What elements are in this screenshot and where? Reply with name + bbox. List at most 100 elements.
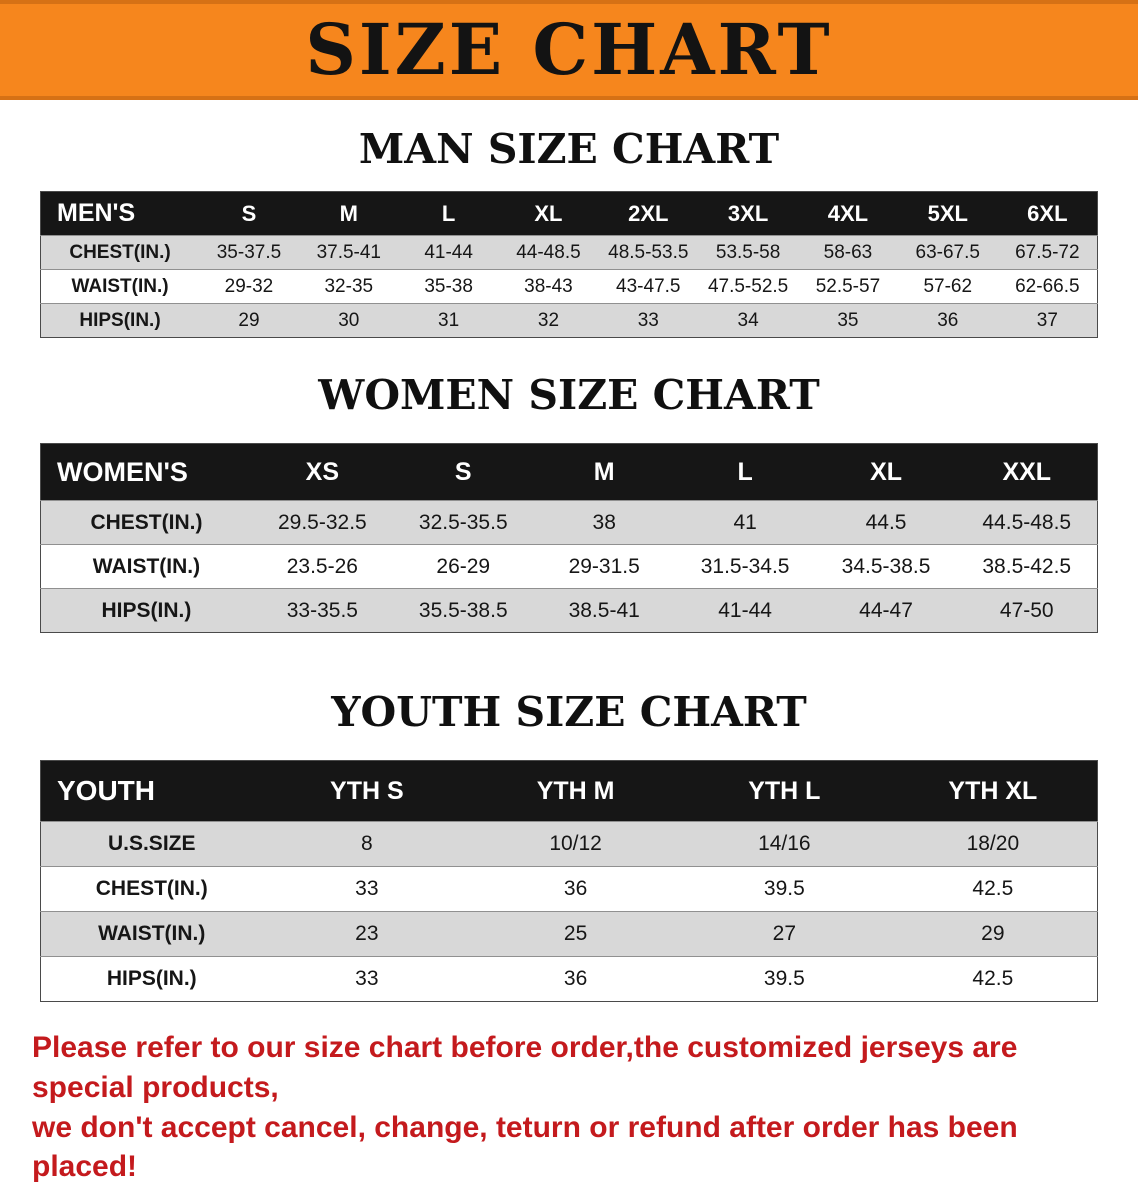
table-corner-label: MEN'S <box>40 191 200 236</box>
size-value-cell: 53.5-58 <box>715 241 781 263</box>
men-size-table: MEN'S S M L XL 2XL 3XL 4XL 5XL 6XL CHEST(IN.) 35-37… <box>40 191 1098 339</box>
row-label: WAIST(IN.) <box>71 275 169 297</box>
size-value-cell: 27 <box>772 922 797 946</box>
table-body: CHEST(IN.) 29.5-32.5 32.5-35.5 38 41 44.5 44.5… <box>40 500 1098 633</box>
size-value-cell: 39.5 <box>763 877 805 901</box>
size-value-cell: 35.5-38.5 <box>418 598 508 622</box>
youth-section: YOUTH SIZE CHART YOUTH YTH S YTH M YTH L YTH… <box>0 688 1138 1003</box>
table-header-row: WOMEN'S XS S M L XL XXL <box>40 443 1098 501</box>
size-value-cell: 47.5-52.5 <box>707 275 789 297</box>
size-value-cell: 26-29 <box>436 554 491 578</box>
size-value-cell: 32 <box>537 309 560 331</box>
size-column-header: YTH XL <box>888 760 1098 822</box>
size-value-cell: 8 <box>361 832 373 856</box>
size-value-cell: 48.5-53.5 <box>608 241 689 263</box>
row-label: U.S.SIZE <box>107 832 196 856</box>
youth-section-heading: YOUTH SIZE CHART <box>331 688 807 737</box>
size-value-cell: 44-47 <box>859 598 913 622</box>
size-value-cell: 30 <box>338 309 360 331</box>
size-value-cell: 47-50 <box>999 598 1054 622</box>
measurement-row: WAIST(IN.) 29-32 32-35 35-38 38-43 43-47.5 47.… <box>40 269 1098 304</box>
size-column-header: XXL <box>956 443 1098 501</box>
row-label: HIPS(IN.) <box>106 967 197 991</box>
size-column-header: XL <box>498 191 599 236</box>
page-title: SIZE CHART <box>305 8 833 91</box>
women-size-table: WOMEN'S XS S M L XL XXL CHEST(IN.) 29.5-32.5 32.5… <box>40 443 1098 634</box>
size-value-cell: 44.5-48.5 <box>982 510 1072 534</box>
size-value-cell: 32-35 <box>324 275 374 297</box>
size-value-cell: 34 <box>737 309 759 331</box>
measurement-row: HIPS(IN.) 33-35.5 35.5-38.5 38.5-41 41-44 44-… <box>40 588 1098 633</box>
size-column-header: XS <box>251 443 393 501</box>
size-value-cell: 23 <box>355 922 379 946</box>
size-value-cell: 43-47.5 <box>616 275 681 297</box>
size-value-cell: 42.5 <box>972 877 1014 901</box>
table-body: CHEST(IN.) 35-37.5 37.5-41 41-44 44-48.5 48.5… <box>40 235 1098 338</box>
table-header-row: MEN'S S M L XL 2XL 3XL 4XL 5XL 6XL <box>40 191 1098 236</box>
size-value-cell: 38 <box>592 510 616 534</box>
size-value-cell: 29 <box>981 922 1005 946</box>
size-value-cell: 35-38 <box>424 275 473 297</box>
size-value-cell: 67.5-72 <box>1015 241 1080 263</box>
size-column-header: 4XL <box>798 191 898 236</box>
row-label: WAIST(IN.) <box>92 554 201 578</box>
table-header-row: YOUTH YTH S YTH M YTH L YTH XL <box>40 760 1098 822</box>
row-label: CHEST(IN.) <box>90 510 203 534</box>
measurement-row: CHEST(IN.) 29.5-32.5 32.5-35.5 38 41 44.5 44.5… <box>40 500 1098 545</box>
size-value-cell: 10/12 <box>549 832 602 856</box>
measurement-row: U.S.SIZE 8 10/12 14/16 18/20 <box>40 821 1098 867</box>
footer-note-line-1: Please refer to our size chart before or… <box>32 1031 1018 1105</box>
measurement-row: WAIST(IN.) 23.5-26 26-29 29-31.5 31.5-34.5 34… <box>40 544 1098 589</box>
size-value-cell: 36 <box>563 967 588 991</box>
size-value-cell: 42.5 <box>972 967 1014 991</box>
size-column-header: 2XL <box>598 191 699 236</box>
size-value-cell: 39.5 <box>763 967 805 991</box>
measurement-row: CHEST(IN.) 33 36 39.5 42.5 <box>40 866 1098 912</box>
size-value-cell: 23.5-26 <box>286 554 358 578</box>
banner: SIZE CHART <box>0 0 1138 100</box>
size-value-cell: 29-32 <box>224 275 274 297</box>
footer-note: Please refer to our size chart before or… <box>0 1028 1138 1186</box>
size-value-cell: 35-37.5 <box>216 241 282 263</box>
size-value-cell: 31.5-34.5 <box>700 554 790 578</box>
size-value-cell: 25 <box>563 922 588 946</box>
footer-note-line-2: we don't accept cancel, change, teturn o… <box>32 1110 1018 1184</box>
size-value-cell: 14/16 <box>758 832 811 856</box>
size-column-header: XL <box>815 443 957 501</box>
size-value-cell: 33 <box>355 967 379 991</box>
size-column-header: L <box>674 443 816 501</box>
size-column-header: YTH L <box>679 760 889 822</box>
size-column-header: 6XL <box>997 191 1098 236</box>
size-column-header: L <box>398 191 499 236</box>
size-value-cell: 32.5-35.5 <box>418 510 508 534</box>
row-label: CHEST(IN.) <box>69 241 171 263</box>
size-value-cell: 57-62 <box>923 275 973 297</box>
size-value-cell: 38.5-41 <box>568 598 640 622</box>
size-value-cell: 34.5-38.5 <box>841 554 931 578</box>
size-column-header: 5XL <box>897 191 998 236</box>
size-value-cell: 29 <box>238 309 260 331</box>
youth-size-table: YOUTH YTH S YTH M YTH L YTH XL U.S.SIZE 8 10/12… <box>40 760 1098 1003</box>
size-value-cell: 37 <box>1036 309 1058 331</box>
size-value-cell: 44-48.5 <box>516 241 581 263</box>
size-value-cell: 58-63 <box>823 241 873 263</box>
size-value-cell: 36 <box>937 309 959 331</box>
size-value-cell: 44.5 <box>865 510 907 534</box>
size-value-cell: 62-66.5 <box>1015 275 1080 297</box>
size-value-cell: 18/20 <box>966 832 1020 856</box>
table-body: U.S.SIZE 8 10/12 14/16 18/20 CHEST(IN.) 33 36 39… <box>40 821 1098 1002</box>
row-label: HIPS(IN.) <box>79 309 161 331</box>
size-value-cell: 36 <box>563 877 588 901</box>
size-column-header: S <box>392 443 534 501</box>
men-section: MAN SIZE CHART MEN'S S M L XL 2XL 3XL 4XL 5XL 6XL… <box>0 125 1138 339</box>
size-column-header: M <box>533 443 675 501</box>
row-label: CHEST(IN.) <box>95 877 208 901</box>
row-label: HIPS(IN.) <box>101 598 192 622</box>
women-section: WOMEN SIZE CHART WOMEN'S XS S M L XL XXL CHEST(… <box>0 371 1138 634</box>
measurement-row: CHEST(IN.) 35-37.5 37.5-41 41-44 44-48.5 48.5… <box>40 235 1098 270</box>
size-value-cell: 29-31.5 <box>568 554 640 578</box>
table-corner-label: WOMEN'S <box>40 443 252 501</box>
size-value-cell: 29.5-32.5 <box>277 510 367 534</box>
size-value-cell: 41 <box>733 510 757 534</box>
